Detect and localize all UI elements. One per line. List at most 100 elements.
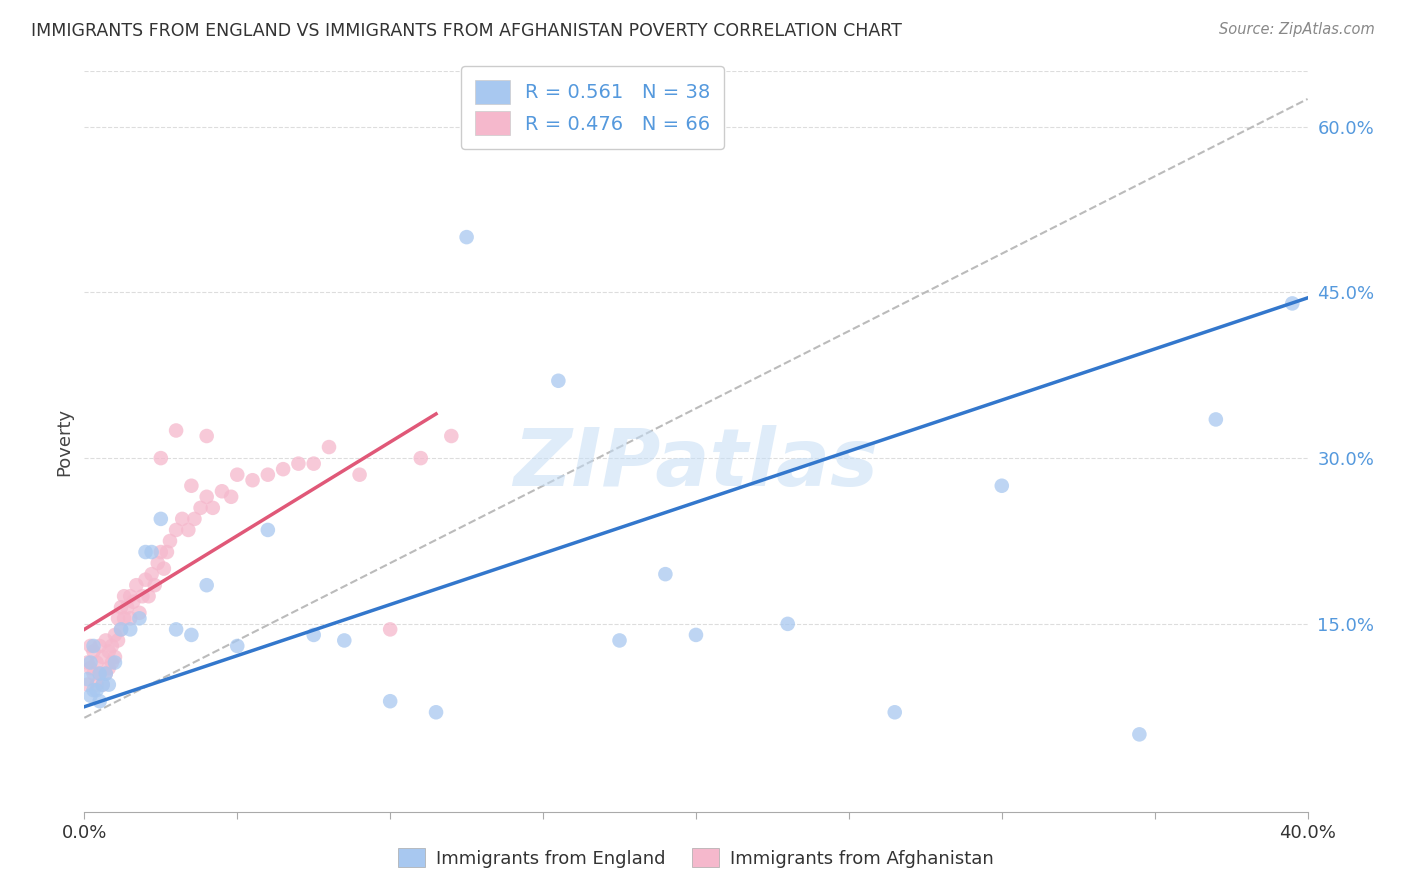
- Point: [201, 500, 224, 515]
- Text: ZIPatlas: ZIPatlas: [513, 425, 879, 503]
- Point: [79, 639, 101, 653]
- Point: [104, 656, 127, 670]
- Point: [991, 479, 1014, 493]
- Point: [104, 628, 127, 642]
- Point: [146, 556, 169, 570]
- Point: [153, 561, 176, 575]
- Point: [110, 600, 132, 615]
- Point: [94, 633, 117, 648]
- Point: [76, 672, 98, 686]
- Point: [195, 578, 218, 592]
- Point: [302, 457, 325, 471]
- Point: [128, 606, 150, 620]
- Point: [547, 374, 569, 388]
- Point: [89, 639, 111, 653]
- Point: [97, 678, 120, 692]
- Point: [195, 429, 218, 443]
- Point: [79, 656, 101, 670]
- Point: [110, 623, 132, 637]
- Point: [257, 523, 280, 537]
- Point: [149, 512, 172, 526]
- Point: [83, 644, 105, 658]
- Point: [120, 589, 142, 603]
- Point: [91, 650, 114, 665]
- Point: [190, 500, 212, 515]
- Point: [89, 666, 111, 681]
- Point: [76, 656, 98, 670]
- Point: [219, 490, 242, 504]
- Point: [172, 512, 194, 526]
- Point: [83, 683, 105, 698]
- Point: [94, 666, 117, 681]
- Point: [380, 623, 402, 637]
- Point: [104, 650, 127, 665]
- Point: [654, 567, 676, 582]
- Point: [242, 473, 264, 487]
- Point: [97, 661, 120, 675]
- Point: [257, 467, 280, 482]
- Point: [128, 611, 150, 625]
- Point: [211, 484, 233, 499]
- Point: [440, 429, 463, 443]
- Point: [120, 611, 142, 625]
- Point: [107, 633, 129, 648]
- Point: [76, 678, 98, 692]
- Point: [110, 623, 132, 637]
- Point: [409, 451, 432, 466]
- Point: [115, 600, 138, 615]
- Point: [141, 545, 163, 559]
- Point: [112, 611, 135, 625]
- Point: [287, 457, 309, 471]
- Point: [86, 656, 108, 670]
- Point: [101, 639, 124, 653]
- Point: [107, 611, 129, 625]
- Point: [177, 523, 200, 537]
- Point: [89, 666, 111, 681]
- Point: [776, 616, 799, 631]
- Point: [159, 533, 181, 548]
- Point: [333, 633, 356, 648]
- Point: [79, 661, 101, 675]
- Point: [1128, 727, 1150, 741]
- Point: [83, 639, 105, 653]
- Point: [83, 666, 105, 681]
- Point: [135, 573, 157, 587]
- Text: IMMIGRANTS FROM ENGLAND VS IMMIGRANTS FROM AFGHANISTAN POVERTY CORRELATION CHART: IMMIGRANTS FROM ENGLAND VS IMMIGRANTS FR…: [31, 22, 901, 40]
- Point: [380, 694, 402, 708]
- Point: [165, 424, 187, 438]
- Point: [156, 545, 179, 559]
- Point: [183, 512, 205, 526]
- Point: [143, 578, 166, 592]
- Point: [165, 623, 187, 637]
- Point: [883, 706, 905, 720]
- Point: [180, 628, 202, 642]
- Point: [456, 230, 478, 244]
- Point: [425, 706, 447, 720]
- Point: [79, 689, 101, 703]
- Point: [226, 467, 249, 482]
- Legend: Immigrants from England, Immigrants from Afghanistan: Immigrants from England, Immigrants from…: [389, 839, 1002, 877]
- Point: [685, 628, 707, 642]
- Point: [1205, 412, 1227, 426]
- Point: [165, 523, 187, 537]
- Point: [149, 451, 172, 466]
- Point: [122, 595, 145, 609]
- Point: [349, 467, 371, 482]
- Point: [120, 623, 142, 637]
- Point: [89, 694, 111, 708]
- Point: [94, 666, 117, 681]
- Point: [86, 683, 108, 698]
- Point: [91, 678, 114, 692]
- Point: [86, 678, 108, 692]
- Point: [135, 545, 157, 559]
- Point: [125, 578, 148, 592]
- Point: [131, 589, 153, 603]
- Point: [97, 644, 120, 658]
- Point: [141, 567, 163, 582]
- Point: [271, 462, 294, 476]
- Text: Source: ZipAtlas.com: Source: ZipAtlas.com: [1219, 22, 1375, 37]
- Point: [226, 639, 249, 653]
- Point: [195, 490, 218, 504]
- Y-axis label: Poverty: Poverty: [55, 408, 73, 475]
- Point: [138, 589, 160, 603]
